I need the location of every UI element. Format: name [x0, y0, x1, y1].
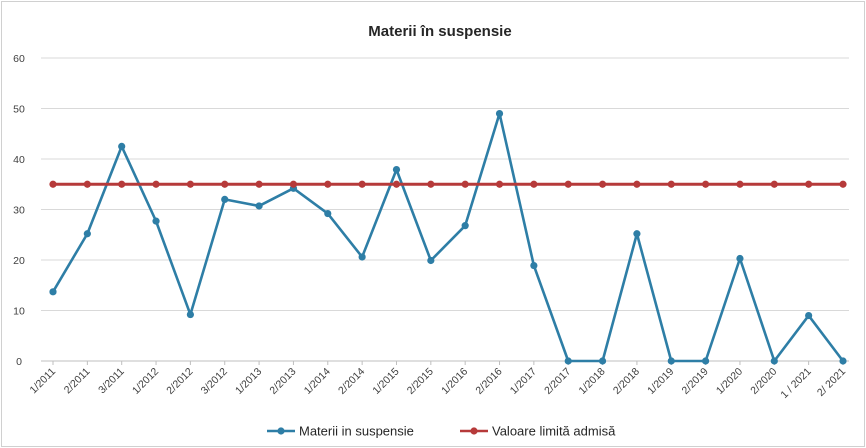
legend-label: Materii in suspensie [299, 424, 414, 439]
x-tick-label: 1/2017 [508, 366, 539, 397]
x-axis-ticks: 1/2011 2/2011 3/2011 1/2012 2/2012 3/2012 1/20… [27, 361, 848, 401]
data-point [186, 180, 194, 188]
x-tick-label: 2/2011 [62, 366, 93, 397]
data-point [702, 180, 710, 188]
x-tick-label: 2/2013 [267, 366, 298, 397]
data-point [49, 180, 57, 188]
data-point [667, 357, 675, 365]
data-point [255, 180, 263, 188]
data-point [461, 222, 469, 230]
data-point [427, 256, 435, 265]
x-tick-label: 2/2018 [611, 366, 642, 397]
gridlines [41, 57, 849, 362]
x-tick-label: 1/2012 [130, 366, 161, 397]
x-tick-label: 3/2011 [96, 366, 127, 397]
data-point [667, 180, 675, 188]
legend: Materii in suspensie Valoare limită admis… [267, 424, 616, 439]
x-tick-label: 2/2019 [680, 366, 711, 397]
x-tick-label: 2/2014 [336, 366, 367, 397]
data-point [118, 180, 126, 188]
data-point [598, 180, 607, 188]
x-tick-label: 2/ 2021 [815, 366, 848, 399]
data-point [83, 180, 91, 188]
series-2 [49, 180, 847, 188]
data-point [152, 217, 160, 225]
x-tick-label: 1 / 2021 [778, 366, 813, 401]
x-tick-label: 1/2020 [714, 366, 745, 397]
series-lines [49, 109, 847, 365]
legend-swatch-marker [277, 427, 285, 435]
y-tick-label: 50 [13, 104, 25, 116]
x-tick-label: 2/2016 [473, 366, 504, 397]
data-point [633, 230, 641, 238]
x-tick-label: 2/2017 [542, 366, 573, 397]
y-tick-label: 20 [13, 255, 25, 267]
x-tick-label: 1/2014 [302, 366, 333, 397]
y-tick-label: 30 [13, 205, 25, 217]
legend-swatch-marker [470, 427, 478, 435]
data-point [736, 180, 744, 188]
data-point [564, 180, 572, 188]
data-point [598, 357, 607, 365]
data-point [770, 180, 778, 188]
data-point [530, 261, 538, 270]
x-tick-label: 1/2013 [233, 366, 264, 397]
data-point [633, 180, 641, 188]
data-point [461, 180, 469, 188]
data-point [186, 310, 194, 319]
data-point [221, 195, 229, 203]
x-tick-label: 1/2011 [27, 366, 58, 397]
legend-item-2: Valoare limită admisă [460, 424, 616, 439]
data-point [805, 311, 813, 320]
legend-item-1: Materii in suspensie [267, 424, 414, 439]
data-point [530, 180, 538, 188]
y-axis-ticks: 0 10 20 30 40 50 60 [13, 53, 25, 368]
chart-title: Materii în suspensie [368, 23, 511, 40]
x-tick-label: 1/2015 [370, 366, 401, 397]
x-tick-label: 1/2018 [576, 366, 607, 397]
data-point [564, 357, 572, 365]
x-tick-label: 3/2012 [199, 366, 230, 397]
data-point [289, 180, 298, 188]
data-point [118, 142, 126, 150]
data-point [152, 180, 160, 188]
data-point [839, 357, 847, 365]
y-tick-label: 0 [16, 356, 22, 368]
data-point [83, 230, 91, 238]
data-point [805, 180, 813, 188]
data-point [392, 166, 401, 174]
x-tick-label: 2/2020 [748, 366, 779, 397]
data-point [495, 109, 504, 118]
series-1 [49, 109, 847, 365]
data-point [770, 357, 778, 365]
data-point [49, 288, 57, 296]
x-tick-label: 2/2015 [405, 366, 436, 397]
data-point [255, 202, 263, 210]
data-point [839, 180, 847, 188]
data-point [221, 180, 229, 188]
data-point [702, 357, 710, 365]
y-tick-label: 10 [13, 306, 25, 318]
x-tick-label: 2/2012 [164, 366, 195, 397]
data-point [324, 209, 332, 218]
data-point [358, 180, 366, 188]
y-tick-label: 40 [13, 154, 25, 166]
series-line [51, 112, 845, 363]
x-tick-label: 1/2019 [645, 366, 676, 397]
data-point [736, 254, 744, 263]
data-point [358, 253, 366, 261]
legend-label: Valoare limită admisă [492, 424, 616, 439]
data-point [495, 180, 504, 188]
data-point [324, 180, 332, 188]
data-point [392, 180, 401, 188]
data-point [427, 180, 435, 188]
x-tick-label: 1/2016 [439, 366, 470, 397]
y-tick-label: 60 [13, 53, 25, 65]
